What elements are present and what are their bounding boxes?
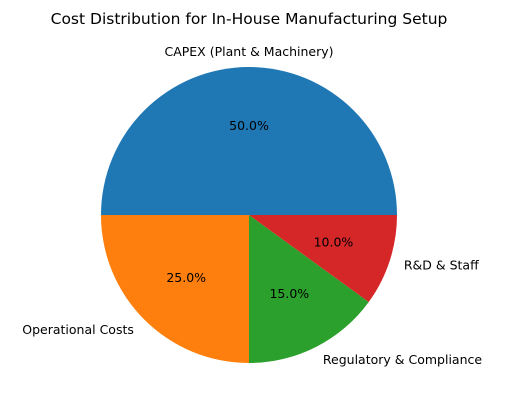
pie-slices: [101, 67, 397, 363]
pie-slice-3: [249, 215, 369, 363]
slice-labels: CAPEX (Plant & Machinery) Operational Cos…: [22, 44, 482, 367]
percent-labels: 50.0% 25.0% 15.0% 10.0%: [166, 118, 353, 301]
slice-label-2: Operational Costs: [22, 322, 134, 337]
slice-label-4: R&D & Staff: [404, 257, 479, 272]
slice-label-1: CAPEX (Plant & Machinery): [164, 44, 333, 59]
pie-slice-1: [101, 67, 397, 215]
slice-label-3: Regulatory & Compliance: [323, 352, 482, 367]
percent-label-1: 50.0%: [229, 118, 269, 133]
pie-slice-4: [249, 215, 397, 302]
percent-label-3: 15.0%: [269, 286, 309, 301]
percent-label-4: 10.0%: [314, 234, 354, 249]
percent-label-2: 25.0%: [166, 270, 206, 285]
pie-slice-2: [101, 215, 249, 363]
chart-title: Cost Distribution for In-House Manufactu…: [51, 10, 448, 28]
